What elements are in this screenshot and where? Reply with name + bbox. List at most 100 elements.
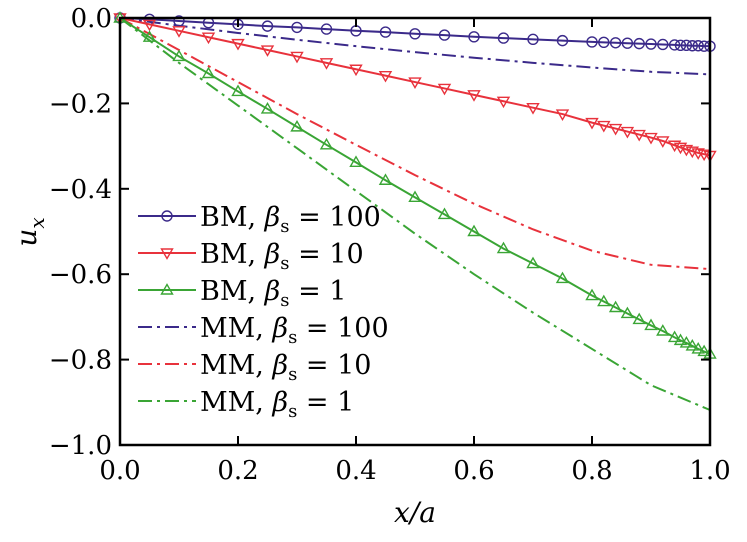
data-point xyxy=(142,30,157,42)
data-point xyxy=(644,318,658,331)
data-point xyxy=(379,26,392,38)
data-point xyxy=(555,271,570,284)
data-point xyxy=(597,120,611,133)
data-point xyxy=(673,142,688,155)
series-line xyxy=(119,17,711,271)
series-1 xyxy=(113,13,717,163)
data-point xyxy=(437,207,452,220)
y-tick-label: −0.2 xyxy=(49,89,112,119)
plot-frame xyxy=(118,16,712,447)
data-point xyxy=(378,70,393,83)
data-point xyxy=(597,294,611,307)
legend-label: MM, βs = 1 xyxy=(200,387,354,422)
data-point xyxy=(172,26,186,38)
data-point xyxy=(527,33,539,46)
data-point xyxy=(320,23,333,35)
y-axis-label-main: u xyxy=(10,229,43,247)
data-point xyxy=(645,38,657,50)
data-point xyxy=(290,119,304,132)
data-point xyxy=(667,140,682,153)
series-line xyxy=(119,17,711,355)
data-point xyxy=(496,96,511,109)
data-point xyxy=(608,123,623,136)
y-tick-label: −0.8 xyxy=(49,346,112,376)
x-tick-label: 0.8 xyxy=(571,456,612,486)
data-point xyxy=(526,256,540,269)
data-point xyxy=(496,241,511,254)
data-point xyxy=(598,36,610,49)
data-point xyxy=(697,344,711,357)
data-point xyxy=(409,28,421,40)
data-point xyxy=(437,83,452,96)
series-3 xyxy=(119,17,711,76)
data-point xyxy=(691,342,705,354)
y-tick-label: −0.6 xyxy=(49,260,112,290)
data-point xyxy=(201,32,216,45)
data-point xyxy=(260,45,275,57)
x-axis-label: x/a xyxy=(394,496,436,529)
data-point xyxy=(656,324,670,336)
legend-label: MM, βs = 10 xyxy=(200,350,371,385)
y-tick-label: −1.0 xyxy=(49,431,112,461)
data-point xyxy=(261,20,274,32)
data-point xyxy=(438,29,451,41)
data-point xyxy=(621,37,634,49)
data-point xyxy=(290,51,304,64)
y-axis-label-sub: x xyxy=(25,217,49,228)
data-point xyxy=(408,190,422,203)
data-point xyxy=(142,19,157,32)
legend-marker xyxy=(160,283,174,295)
data-point xyxy=(172,49,186,62)
data-point xyxy=(378,173,393,185)
data-point xyxy=(608,300,623,313)
data-point xyxy=(408,77,422,89)
data-point xyxy=(656,136,670,148)
data-point xyxy=(231,84,245,97)
series-2 xyxy=(113,11,717,359)
data-point xyxy=(585,117,599,130)
data-point xyxy=(692,40,704,52)
legend-label: BM, βs = 1 xyxy=(200,276,346,311)
data-point xyxy=(497,32,510,44)
x-tick-label: 0.6 xyxy=(453,456,494,486)
y-tick-label: 0.0 xyxy=(71,4,112,34)
data-point xyxy=(349,155,363,168)
x-tick-label: 0.2 xyxy=(217,456,258,486)
series-5 xyxy=(119,17,711,411)
data-point xyxy=(468,31,480,43)
legend-label: MM, βs = 100 xyxy=(200,313,389,348)
series-line xyxy=(119,17,711,76)
data-point xyxy=(673,333,688,346)
x-tick-label: 0.4 xyxy=(335,456,376,486)
legend-item: MM, βs = 100 xyxy=(138,313,389,348)
data-point xyxy=(526,102,540,115)
series-4 xyxy=(119,17,711,271)
data-point xyxy=(349,64,363,77)
data-point xyxy=(632,312,646,325)
data-point xyxy=(620,126,635,139)
data-point xyxy=(260,102,275,114)
data-point xyxy=(620,306,635,319)
data-point xyxy=(609,37,622,49)
data-point xyxy=(555,109,570,121)
data-point xyxy=(586,36,598,48)
data-point xyxy=(686,40,698,52)
data-point xyxy=(467,90,481,102)
data-point xyxy=(231,38,245,51)
data-point xyxy=(556,34,569,47)
data-point xyxy=(319,58,334,70)
data-point xyxy=(685,339,700,351)
legend-label: BM, βs = 100 xyxy=(200,202,381,237)
x-tick-label: 0.0 xyxy=(99,456,140,486)
data-point xyxy=(644,132,658,145)
legend-item: MM, βs = 10 xyxy=(138,350,371,385)
legend-marker xyxy=(161,210,173,222)
data-point xyxy=(291,21,303,34)
legend-item: MM, βs = 1 xyxy=(138,387,354,422)
data-point xyxy=(680,39,693,52)
data-point xyxy=(319,137,334,150)
data-point xyxy=(667,330,682,343)
legend-label: BM, βs = 10 xyxy=(200,239,364,274)
